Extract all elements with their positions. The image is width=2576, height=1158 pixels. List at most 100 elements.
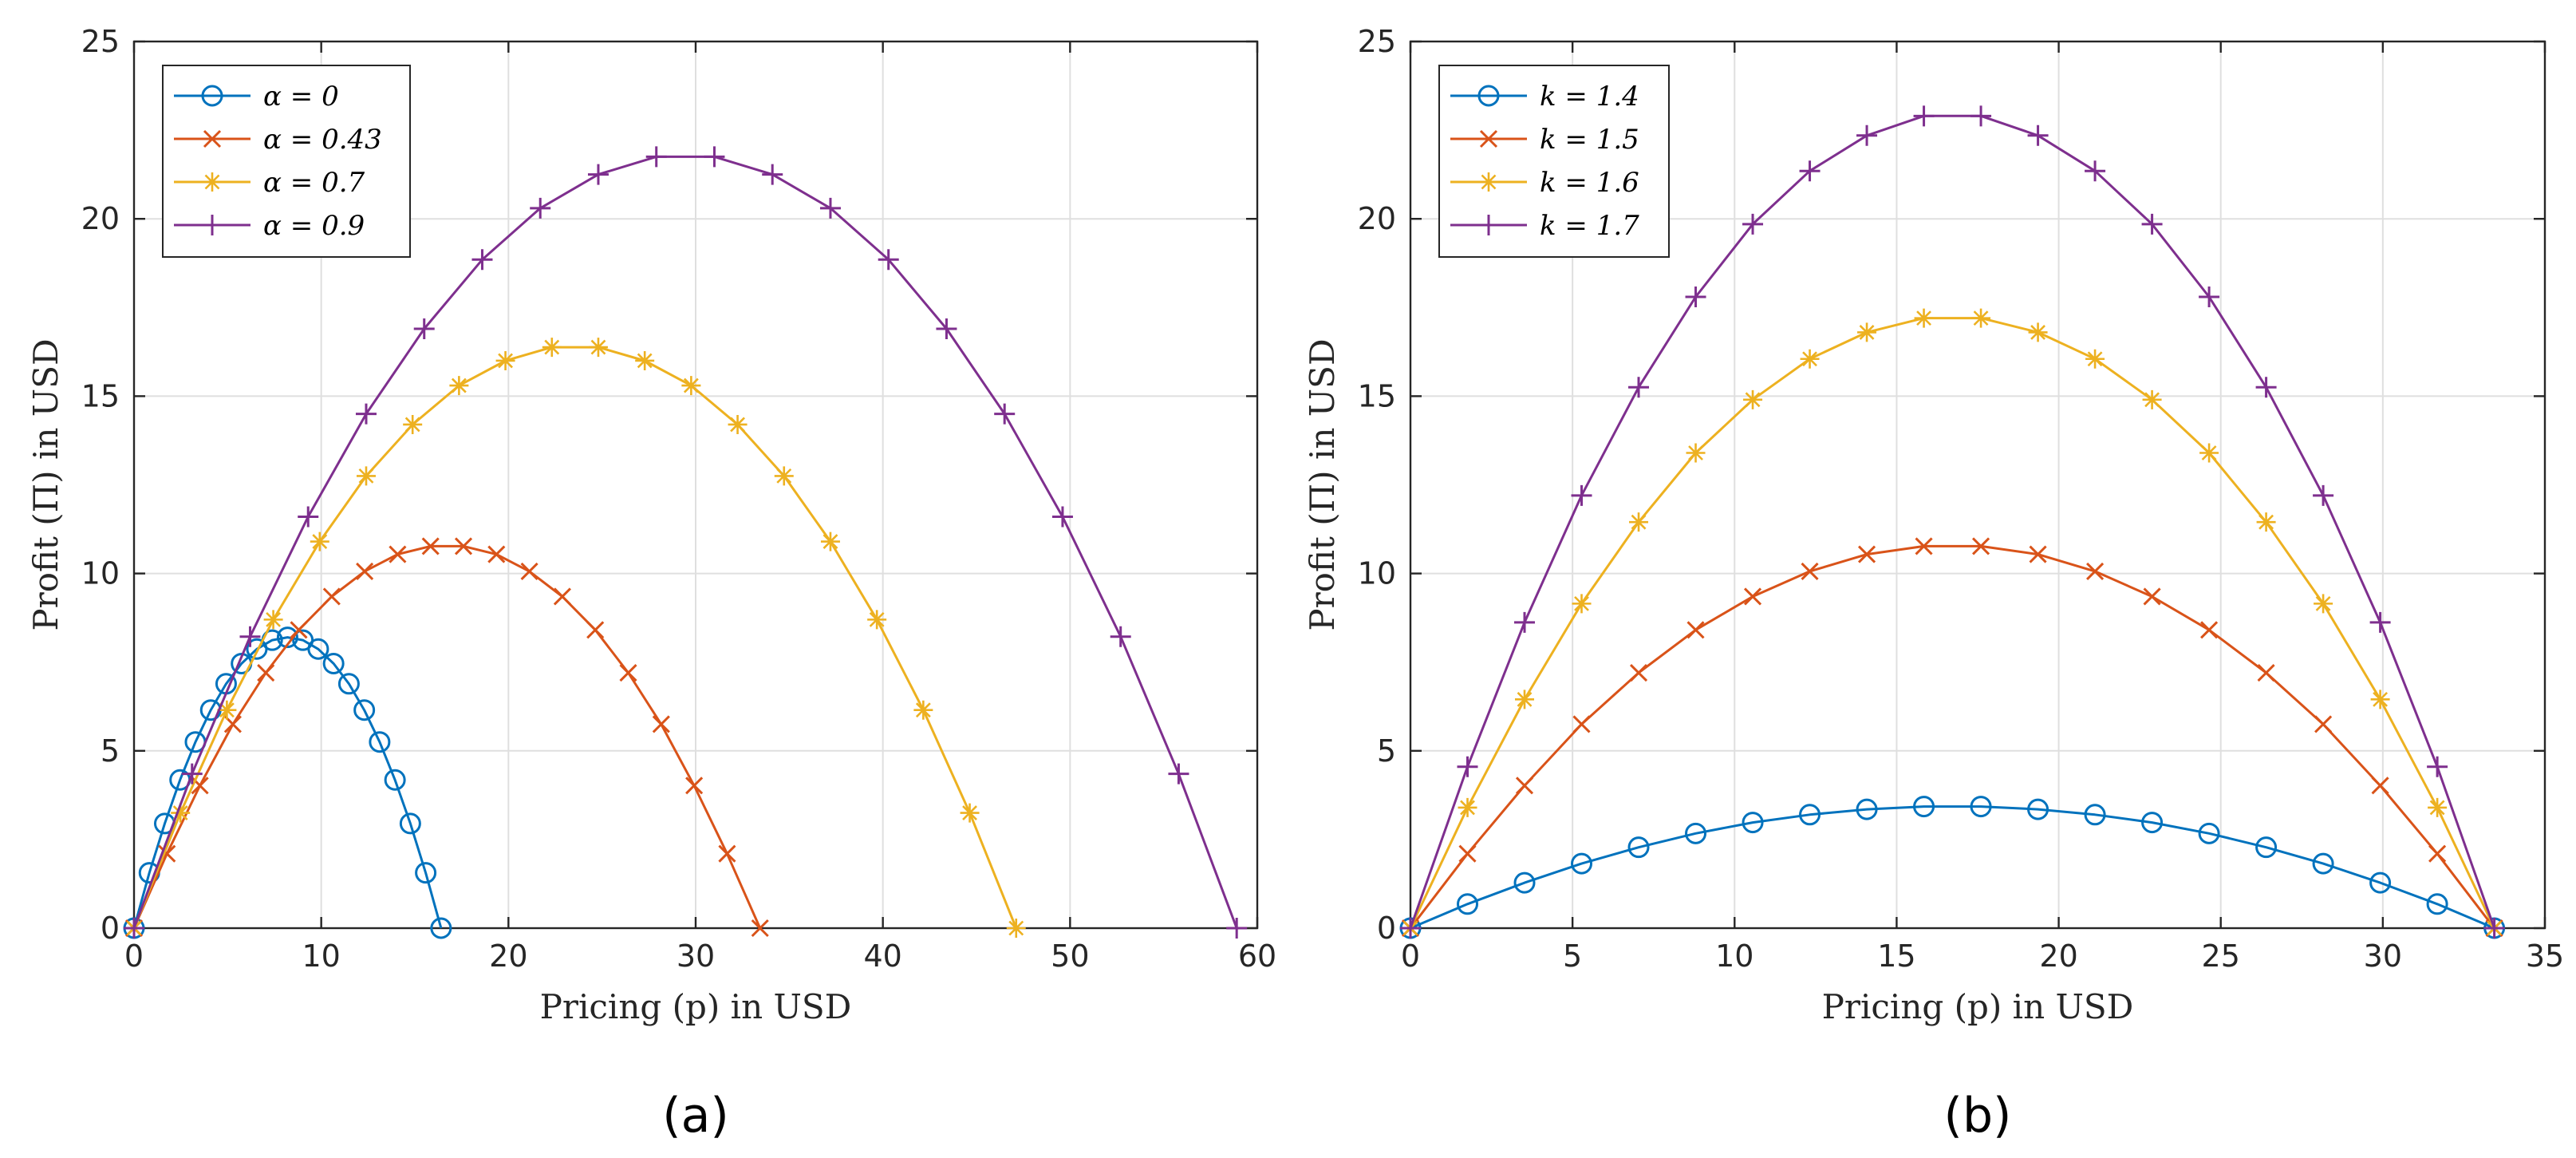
data-point-circle: [1571, 852, 1593, 875]
axes-box: [1409, 40, 2546, 930]
series-line-k1-5: [1409, 544, 2495, 929]
data-point-circle: [322, 652, 345, 674]
data-point-x: [1629, 663, 1648, 682]
legend-entry: k = 1.7: [1540, 210, 1639, 242]
data-point-plus: [413, 318, 435, 339]
y-tick-label: 10: [81, 556, 120, 591]
legend-marker-circle: [1477, 85, 1500, 107]
legend: α = 0 α = 0.43 α = 0.7 α = 0.9: [162, 65, 411, 258]
data-point-circle: [1457, 893, 1479, 915]
y-tick-label: 25: [81, 24, 120, 59]
x-tick-label: 20: [489, 939, 527, 974]
data-point-circle: [1513, 871, 1536, 894]
data-point-x: [2257, 663, 2275, 682]
series-line-0-43: [132, 544, 762, 929]
data-point-plus: [1685, 286, 1706, 307]
data-point-x: [751, 919, 769, 938]
x-tick-label: 15: [1877, 939, 1915, 974]
series-0-9: [124, 146, 1248, 939]
data-point-star: [2314, 594, 2333, 614]
data-point-star: [867, 610, 887, 630]
legend-marker-x: [1479, 129, 1498, 148]
data-point-circle: [1799, 804, 1821, 826]
data-point-circle: [2369, 871, 2392, 894]
legend-marker-plus: [1478, 215, 1499, 235]
y-tick-label: 20: [81, 201, 120, 236]
x-tick-label: 5: [1563, 939, 1582, 974]
series-line-0-7: [132, 346, 1018, 929]
x-tick-label: 30: [2364, 939, 2402, 974]
legend-entry: α = 0.9: [263, 210, 365, 242]
data-point-plus: [181, 763, 203, 785]
data-point-star: [635, 350, 655, 370]
series-line-0: [132, 636, 443, 929]
data-point-x: [421, 537, 440, 555]
data-point-plus: [2141, 213, 2163, 235]
data-point-x: [2086, 562, 2105, 580]
data-point-star: [1914, 308, 1934, 328]
legend-entry: α = 0: [263, 81, 339, 113]
data-point-circle: [430, 917, 452, 939]
data-point-x: [652, 715, 670, 733]
data-point-star: [1971, 308, 1991, 328]
data-point-star: [263, 610, 283, 630]
data-point-plus: [239, 626, 261, 647]
data-point-plus: [1799, 160, 1821, 182]
x-axis-label: Pricing (p) in USD: [1822, 987, 2134, 1026]
data-point-circle: [2141, 812, 2164, 834]
data-point-circle: [307, 638, 329, 660]
series-k1-7: [1400, 105, 2505, 939]
x-tick-label: 10: [302, 939, 340, 974]
legend: k = 1.4 k = 1.5 k = 1.6 k = 1.7: [1438, 65, 1670, 258]
data-point-x: [389, 545, 407, 563]
data-point-x: [1915, 537, 1933, 555]
data-point-star: [1572, 594, 1592, 614]
y-tick-label: 20: [1358, 201, 1396, 236]
data-point-plus: [124, 918, 144, 939]
data-point-star: [2085, 349, 2105, 369]
data-point-star: [495, 350, 515, 370]
data-point-x: [1686, 621, 1705, 639]
data-point-x: [356, 562, 374, 580]
series-line-k1-6: [1409, 317, 2495, 929]
data-point-plus: [1514, 611, 1536, 633]
panel-label: (b): [1944, 1088, 2012, 1144]
y-tick-label: 15: [81, 378, 120, 413]
data-point-plus: [2255, 377, 2277, 398]
data-point-x: [2428, 844, 2447, 863]
data-point-circle: [2198, 822, 2220, 844]
data-point-star: [2428, 797, 2448, 817]
y-tick-label: 25: [1358, 24, 1396, 59]
data-point-plus: [936, 318, 957, 339]
x-tick-label: 25: [2202, 939, 2240, 974]
data-point-plus: [2369, 611, 2391, 633]
data-point-circle: [2312, 852, 2334, 875]
data-point-plus: [2483, 918, 2505, 939]
data-point-plus: [1856, 124, 1878, 146]
data-point-star: [356, 466, 376, 486]
data-point-plus: [298, 506, 319, 528]
data-point-circle: [2084, 804, 2106, 826]
data-point-x: [2314, 715, 2333, 733]
data-point-circle: [384, 769, 406, 791]
legend-entry: α = 0.43: [263, 124, 382, 156]
data-point-plus: [1110, 626, 1131, 647]
data-point-x: [290, 621, 308, 639]
data-point-circle: [2027, 798, 2049, 820]
data-point-star: [2142, 389, 2162, 409]
data-point-x: [553, 587, 571, 606]
data-point-x: [1572, 715, 1591, 733]
data-point-circle: [276, 626, 298, 649]
data-point-x: [322, 587, 341, 606]
data-point-star: [310, 532, 329, 551]
y-tick-label: 5: [1377, 733, 1396, 769]
data-point-plus: [2027, 124, 2049, 146]
data-point-plus: [2199, 286, 2220, 307]
data-point-star: [1629, 512, 1649, 532]
data-point-star: [913, 700, 933, 720]
data-point-star: [588, 338, 608, 358]
data-point-plus: [1051, 506, 1073, 528]
x-tick-label: 0: [124, 939, 144, 974]
data-point-circle: [415, 862, 437, 884]
